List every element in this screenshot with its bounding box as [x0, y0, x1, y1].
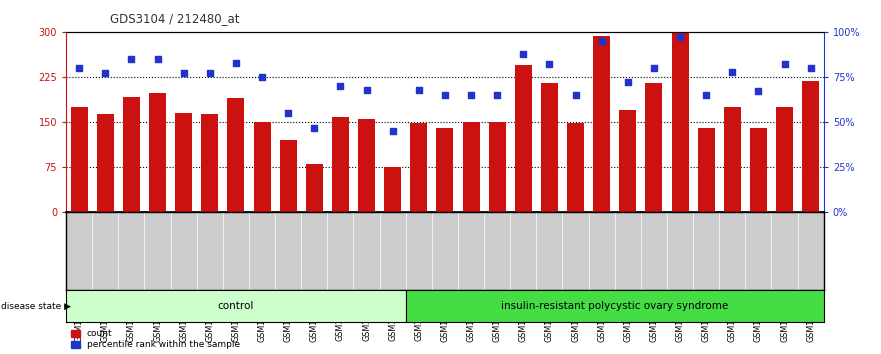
Point	[516, 51, 530, 56]
Point	[124, 56, 138, 62]
Bar	[698, 128, 714, 212]
Point	[307, 125, 322, 130]
Point	[359, 87, 374, 92]
Bar	[201, 114, 218, 212]
Point	[568, 92, 582, 98]
Point	[700, 92, 714, 98]
Bar	[149, 93, 166, 212]
Point	[229, 60, 243, 65]
Point	[176, 70, 190, 76]
Point	[72, 65, 86, 71]
Point	[464, 92, 478, 98]
Point	[203, 70, 217, 76]
Point	[621, 80, 635, 85]
Point	[647, 65, 661, 71]
Point	[438, 92, 452, 98]
Text: insulin-resistant polycystic ovary syndrome: insulin-resistant polycystic ovary syndr…	[501, 301, 729, 311]
Bar	[332, 117, 349, 212]
Point	[490, 92, 504, 98]
Point	[333, 83, 347, 89]
Bar	[541, 83, 558, 212]
Bar	[358, 119, 375, 212]
Point	[151, 56, 165, 62]
Bar	[619, 110, 636, 212]
Bar	[122, 97, 140, 212]
Bar	[411, 123, 427, 212]
Point	[595, 38, 609, 44]
Bar	[436, 128, 454, 212]
Point	[778, 62, 792, 67]
Point	[803, 65, 818, 71]
Bar	[515, 65, 532, 212]
Point	[725, 69, 739, 74]
Bar	[97, 114, 114, 212]
Point	[98, 70, 112, 76]
Bar	[384, 167, 401, 212]
Bar	[803, 81, 819, 212]
Point	[673, 34, 687, 40]
Legend: count, percentile rank within the sample: count, percentile rank within the sample	[70, 329, 240, 349]
Bar	[279, 140, 297, 212]
Bar	[646, 83, 663, 212]
Bar	[463, 122, 479, 212]
Bar	[70, 107, 87, 212]
Bar	[750, 128, 766, 212]
Text: GDS3104 / 212480_at: GDS3104 / 212480_at	[110, 12, 240, 25]
Text: control: control	[218, 301, 254, 311]
Bar	[671, 32, 689, 212]
Bar	[593, 36, 611, 212]
Point	[386, 129, 400, 134]
Bar	[724, 107, 741, 212]
Bar	[567, 123, 584, 212]
Point	[411, 87, 426, 92]
Bar	[306, 164, 322, 212]
Bar	[489, 122, 506, 212]
Bar	[227, 98, 244, 212]
Point	[543, 62, 557, 67]
Point	[751, 88, 766, 94]
Point	[281, 110, 295, 116]
Text: disease state ▶: disease state ▶	[1, 302, 70, 311]
Bar	[175, 113, 192, 212]
Bar	[776, 107, 793, 212]
Bar	[254, 122, 270, 212]
Point	[255, 74, 269, 80]
